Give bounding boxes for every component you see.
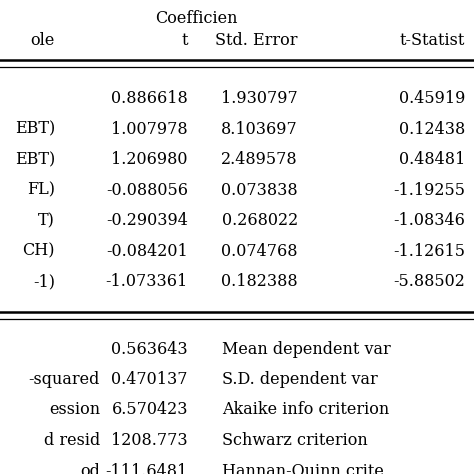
Text: CH): CH) bbox=[22, 243, 55, 259]
Text: -111.6481: -111.6481 bbox=[106, 463, 188, 474]
Text: d resid: d resid bbox=[44, 432, 100, 449]
Text: -5.88502: -5.88502 bbox=[393, 273, 465, 290]
Text: 0.48481: 0.48481 bbox=[399, 151, 465, 168]
Text: FL): FL) bbox=[27, 182, 55, 199]
Text: 1208.773: 1208.773 bbox=[111, 432, 188, 449]
Text: od: od bbox=[80, 463, 100, 474]
Text: EBT): EBT) bbox=[15, 120, 55, 137]
Text: S.D. dependent var: S.D. dependent var bbox=[222, 371, 378, 388]
Text: -1.08346: -1.08346 bbox=[393, 212, 465, 229]
Text: 0.182388: 0.182388 bbox=[221, 273, 298, 290]
Text: 0.563643: 0.563643 bbox=[111, 340, 188, 357]
Text: 0.470137: 0.470137 bbox=[111, 371, 188, 388]
Text: -squared: -squared bbox=[28, 371, 100, 388]
Text: 1.206980: 1.206980 bbox=[111, 151, 188, 168]
Text: T): T) bbox=[38, 212, 55, 229]
Text: 0.12438: 0.12438 bbox=[399, 120, 465, 137]
Text: -1.073361: -1.073361 bbox=[106, 273, 188, 290]
Text: 6.570423: 6.570423 bbox=[111, 401, 188, 419]
Text: -0.290394: -0.290394 bbox=[106, 212, 188, 229]
Text: t-Statist: t-Statist bbox=[400, 32, 465, 49]
Text: 0.073838: 0.073838 bbox=[221, 182, 298, 199]
Text: 0.45919: 0.45919 bbox=[399, 90, 465, 107]
Text: 1.930797: 1.930797 bbox=[221, 90, 298, 107]
Text: Mean dependent var: Mean dependent var bbox=[222, 340, 391, 357]
Text: 8.103697: 8.103697 bbox=[221, 120, 298, 137]
Text: -1.12615: -1.12615 bbox=[393, 243, 465, 259]
Text: -0.088056: -0.088056 bbox=[106, 182, 188, 199]
Text: Akaike info criterion: Akaike info criterion bbox=[222, 401, 389, 419]
Text: 1.007978: 1.007978 bbox=[111, 120, 188, 137]
Text: -0.084201: -0.084201 bbox=[106, 243, 188, 259]
Text: ole: ole bbox=[31, 32, 55, 49]
Text: t: t bbox=[182, 32, 188, 49]
Text: 0.074768: 0.074768 bbox=[221, 243, 298, 259]
Text: -1.19255: -1.19255 bbox=[393, 182, 465, 199]
Text: -1): -1) bbox=[33, 273, 55, 290]
Text: Std. Error: Std. Error bbox=[216, 32, 298, 49]
Text: Hannan-Quinn crite: Hannan-Quinn crite bbox=[222, 463, 384, 474]
Text: ession: ession bbox=[49, 401, 100, 419]
Text: Coefficien: Coefficien bbox=[155, 10, 237, 27]
Text: 0.268022: 0.268022 bbox=[222, 212, 298, 229]
Text: Schwarz criterion: Schwarz criterion bbox=[222, 432, 368, 449]
Text: 0.886618: 0.886618 bbox=[111, 90, 188, 107]
Text: EBT): EBT) bbox=[15, 151, 55, 168]
Text: 2.489578: 2.489578 bbox=[221, 151, 298, 168]
